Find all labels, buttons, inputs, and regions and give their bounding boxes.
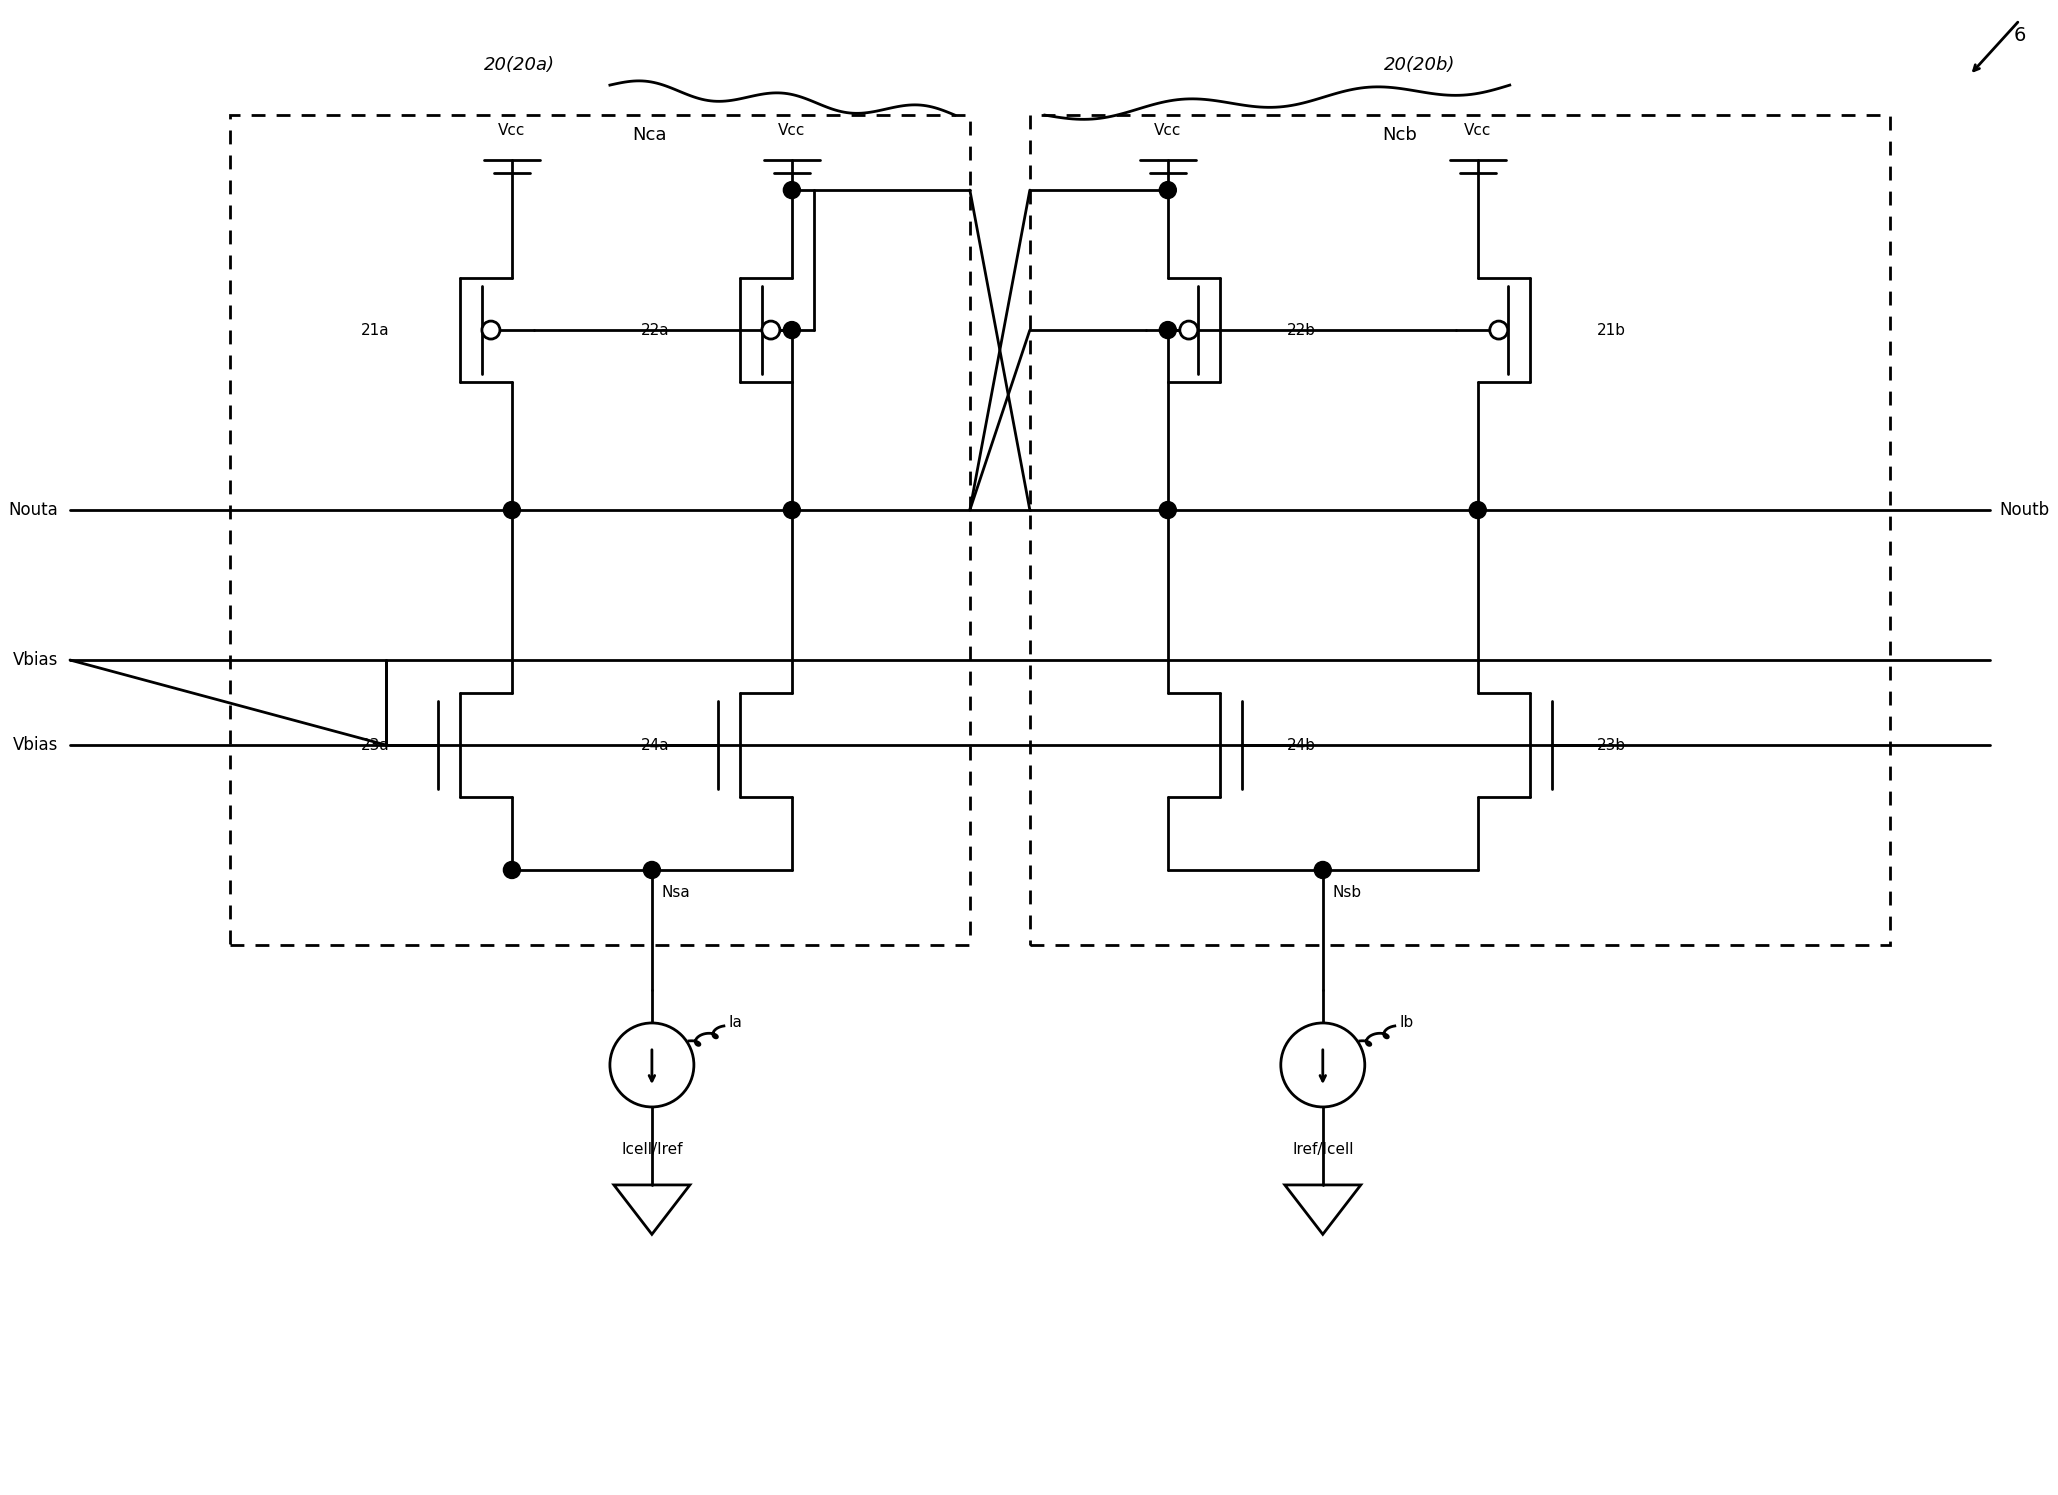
Circle shape <box>761 321 780 339</box>
Text: 23b: 23b <box>1597 737 1626 752</box>
Text: Nsb: Nsb <box>1334 885 1362 900</box>
Circle shape <box>1179 321 1198 339</box>
Text: Nouta: Nouta <box>8 501 58 519</box>
Circle shape <box>644 861 661 879</box>
Text: Vbias: Vbias <box>12 650 58 670</box>
Text: 6: 6 <box>2013 25 2025 45</box>
Text: Vcc: Vcc <box>1463 123 1492 138</box>
Text: Vbias: Vbias <box>12 736 58 753</box>
Text: Nsa: Nsa <box>663 885 691 900</box>
Text: Noutb: Noutb <box>2000 501 2050 519</box>
Text: Nca: Nca <box>632 126 667 144</box>
Text: 22a: 22a <box>640 323 669 338</box>
Circle shape <box>1469 501 1486 519</box>
Circle shape <box>1159 181 1177 199</box>
Bar <box>230 115 969 945</box>
Text: 20(20b): 20(20b) <box>1385 57 1455 75</box>
Text: 22b: 22b <box>1288 323 1317 338</box>
Text: 23a: 23a <box>360 737 389 752</box>
Text: Vcc: Vcc <box>498 123 525 138</box>
Text: 24a: 24a <box>640 737 669 752</box>
Text: Vcc: Vcc <box>778 123 805 138</box>
Circle shape <box>609 1023 694 1106</box>
Text: 24b: 24b <box>1288 737 1317 752</box>
Circle shape <box>504 861 521 879</box>
Circle shape <box>1159 321 1177 338</box>
Circle shape <box>1280 1023 1364 1106</box>
Circle shape <box>1490 321 1509 339</box>
Circle shape <box>784 501 801 519</box>
Circle shape <box>784 181 801 199</box>
Text: Ib: Ib <box>1399 1015 1414 1030</box>
Text: 20(20a): 20(20a) <box>484 57 556 75</box>
Text: Vcc: Vcc <box>1155 123 1181 138</box>
Circle shape <box>1159 501 1177 519</box>
Circle shape <box>482 321 500 339</box>
Circle shape <box>784 321 801 338</box>
Text: Icell/Iref: Icell/Iref <box>622 1142 683 1157</box>
Text: Ia: Ia <box>729 1015 743 1030</box>
Circle shape <box>1315 861 1332 879</box>
Text: 21a: 21a <box>360 323 389 338</box>
Bar <box>1029 115 1889 945</box>
Text: 21b: 21b <box>1597 323 1626 338</box>
Text: Iref/Icell: Iref/Icell <box>1292 1142 1354 1157</box>
Circle shape <box>504 501 521 519</box>
Text: Ncb: Ncb <box>1383 126 1418 144</box>
